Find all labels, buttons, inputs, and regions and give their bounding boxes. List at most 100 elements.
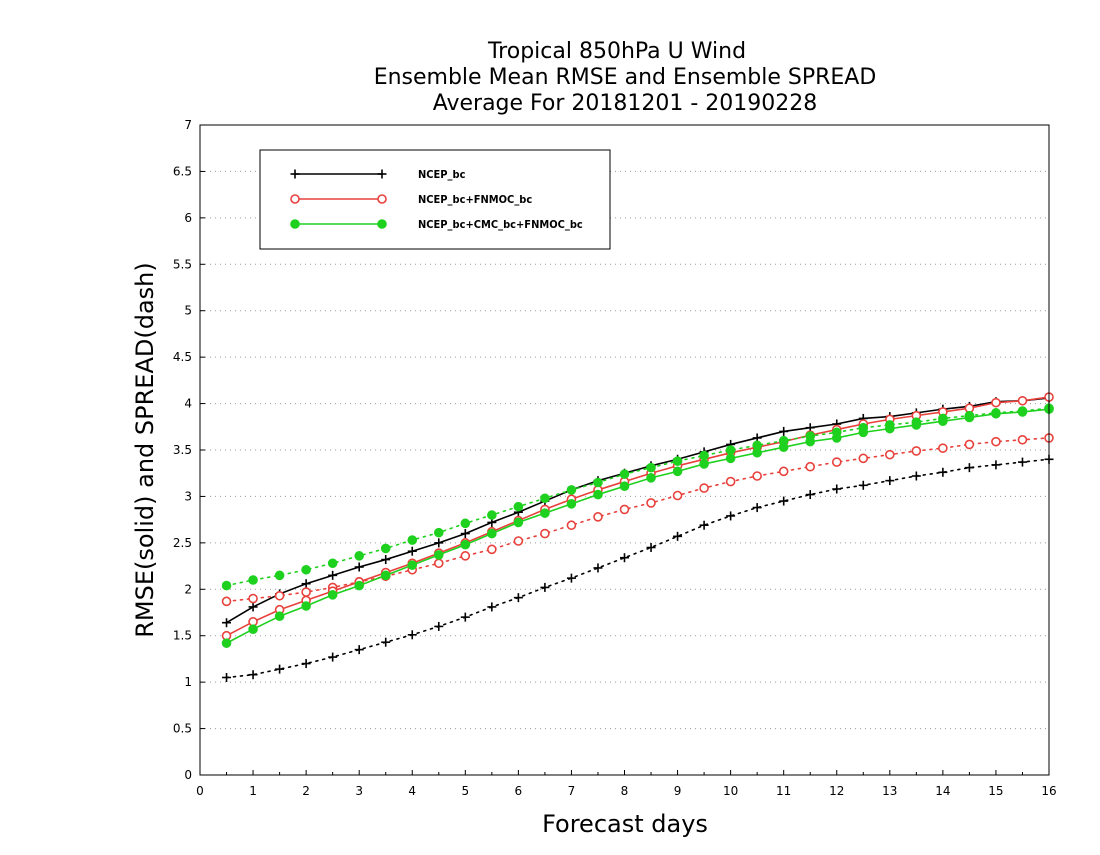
rmse-point-ncep-bc-cmc-bc-fnmoc-bc	[274, 611, 285, 622]
spread-point-ncep-bc-fnmoc-bc	[619, 504, 630, 515]
spread-point-ncep-bc	[593, 563, 603, 573]
spread-point-ncep-bc	[354, 645, 364, 655]
y-tick-label: 0	[184, 768, 192, 782]
spread-point-ncep-bc-fnmoc-bc	[1017, 434, 1028, 445]
spread-point-ncep-bc	[301, 659, 311, 669]
spread-point-ncep-bc-cmc-bc-fnmoc-bc	[380, 543, 391, 554]
spread-point-ncep-bc-cmc-bc-fnmoc-bc	[301, 564, 311, 575]
rmse-point-ncep-bc-fnmoc-bc	[1017, 395, 1028, 406]
spread-point-ncep-bc-fnmoc-bc	[540, 528, 550, 539]
spread-point-ncep-bc-cmc-bc-fnmoc-bc	[593, 477, 603, 488]
y-tick-label: 3	[184, 489, 192, 503]
y-tick-label: 5	[184, 304, 192, 318]
rmse-point-ncep-bc-cmc-bc-fnmoc-bc	[964, 412, 975, 423]
spread-point-ncep-bc-fnmoc-bc	[248, 593, 258, 604]
rmse-point-ncep-bc-cmc-bc-fnmoc-bc	[221, 638, 232, 648]
rmse-point-ncep-bc-cmc-bc-fnmoc-bc	[566, 499, 577, 509]
series-rmse-markers-ncep-bc-cmc-bc-fnmoc-bc	[221, 404, 1054, 648]
rmse-point-ncep-bc	[301, 579, 311, 589]
spread-point-ncep-bc-cmc-bc-fnmoc-bc	[487, 510, 497, 520]
rmse-point-ncep-bc-cmc-bc-fnmoc-bc	[831, 433, 842, 443]
rmse-point-ncep-bc-cmc-bc-fnmoc-bc	[699, 459, 709, 469]
legend-marker-start-ncep-bc-fnmoc-bc	[290, 194, 300, 204]
spread-point-ncep-bc-cmc-bc-fnmoc-bc	[646, 462, 656, 473]
spread-point-ncep-bc	[646, 543, 656, 552]
y-tick-label: 2	[184, 582, 192, 596]
x-tick-label: 1	[249, 784, 257, 798]
series-rmse-line-ncep-bc-cmc-bc-fnmoc-bc	[226, 408, 1050, 644]
rmse-point-ncep-bc-cmc-bc-fnmoc-bc	[407, 560, 418, 570]
spread-point-ncep-bc-cmc-bc-fnmoc-bc	[540, 493, 550, 504]
spread-point-ncep-bc	[620, 553, 629, 563]
y-tick-label: 7	[184, 118, 192, 132]
x-tick-label: 8	[621, 784, 629, 798]
rmse-point-ncep-bc-cmc-bc-fnmoc-bc	[885, 423, 895, 434]
spread-point-ncep-bc	[460, 612, 470, 622]
spread-point-ncep-bc	[911, 471, 921, 481]
legend-marker-end-ncep-bc-fnmoc-bc	[377, 194, 387, 204]
series-spread-line-ncep-bc	[225, 458, 1050, 679]
spread-point-ncep-bc	[513, 593, 523, 603]
rmse-point-ncep-bc-cmc-bc-fnmoc-bc	[938, 416, 948, 427]
rmse-point-ncep-bc-cmc-bc-fnmoc-bc	[646, 473, 656, 483]
spread-point-ncep-bc	[752, 503, 762, 513]
spread-point-ncep-bc	[222, 673, 232, 682]
spread-point-ncep-bc	[487, 602, 497, 612]
spread-point-ncep-bc-fnmoc-bc	[274, 590, 285, 601]
spread-point-ncep-bc-fnmoc-bc	[752, 471, 762, 481]
series-spread-markers-ncep-bc-fnmoc-bc	[221, 433, 1054, 607]
rmse-point-ncep-bc-cmc-bc-fnmoc-bc	[540, 508, 550, 518]
rmse-point-ncep-bc-cmc-bc-fnmoc-bc	[380, 570, 391, 581]
spread-point-ncep-bc-fnmoc-bc	[964, 439, 975, 450]
rmse-point-ncep-bc-cmc-bc-fnmoc-bc	[460, 539, 471, 550]
legend-marker-end-ncep-bc	[377, 169, 387, 179]
spread-point-ncep-bc-cmc-bc-fnmoc-bc	[274, 570, 285, 581]
x-axis-label: Forecast days	[542, 810, 708, 838]
spread-point-ncep-bc-cmc-bc-fnmoc-bc	[221, 580, 232, 591]
spread-point-ncep-bc-cmc-bc-fnmoc-bc	[672, 456, 683, 466]
spread-point-ncep-bc-cmc-bc-fnmoc-bc	[248, 575, 258, 585]
spread-point-ncep-bc-fnmoc-bc	[831, 457, 842, 467]
y-tick-label: 4.5	[173, 350, 192, 364]
spread-point-ncep-bc-fnmoc-bc	[593, 512, 603, 522]
x-tick-label: 4	[408, 784, 416, 798]
spread-point-ncep-bc	[434, 621, 444, 631]
chart-title-line-3: Average For 20181201 - 20190228	[433, 91, 818, 116]
rmse-point-ncep-bc	[407, 546, 417, 556]
rmse-point-ncep-bc-cmc-bc-fnmoc-bc	[327, 590, 338, 600]
y-tick-label: 6	[184, 211, 192, 225]
y-tick-label: 1.5	[173, 629, 192, 643]
spread-point-ncep-bc-fnmoc-bc	[885, 449, 895, 460]
legend-marker-end-ncep-bc-cmc-bc-fnmoc-bc	[377, 219, 387, 229]
y-tick-label: 6.5	[173, 164, 192, 178]
spread-point-ncep-bc	[566, 573, 576, 583]
rmse-point-ncep-bc-cmc-bc-fnmoc-bc	[487, 528, 497, 539]
x-axis-ticks: 0 1 2 3 4 5 6 7 8 9 10 11 12 13 14 15 16	[196, 770, 1057, 798]
spread-point-ncep-bc	[805, 490, 815, 500]
spread-point-ncep-bc-cmc-bc-fnmoc-bc	[354, 551, 364, 561]
spread-point-ncep-bc-fnmoc-bc	[938, 443, 948, 453]
spread-point-ncep-bc-fnmoc-bc	[460, 551, 471, 561]
spread-point-ncep-bc-fnmoc-bc	[805, 461, 816, 472]
rmse-point-ncep-bc-cmc-bc-fnmoc-bc	[593, 489, 603, 500]
x-tick-label: 6	[515, 784, 523, 798]
spread-point-ncep-bc	[275, 664, 285, 674]
spread-point-ncep-bc-fnmoc-bc	[566, 520, 577, 531]
rmse-point-ncep-bc-cmc-bc-fnmoc-bc	[619, 481, 630, 492]
y-tick-label: 4	[184, 397, 192, 411]
y-tick-label: 0.5	[173, 722, 192, 736]
rmse-point-ncep-bc-cmc-bc-fnmoc-bc	[354, 580, 364, 591]
chart-title-line-1: Tropical 850hPa U Wind	[487, 39, 746, 64]
rmse-point-ncep-bc-cmc-bc-fnmoc-bc	[672, 466, 683, 477]
rmse-point-ncep-bc	[434, 538, 444, 548]
y-axis-label: RMSE(solid) and SPREAD(dash)	[131, 262, 159, 638]
rmse-point-ncep-bc-cmc-bc-fnmoc-bc	[991, 408, 1001, 419]
chart-title-line-2: Ensemble Mean RMSE and Ensemble SPREAD	[374, 65, 877, 90]
spread-point-ncep-bc-fnmoc-bc	[221, 596, 232, 607]
legend-label-ncep-bc-fnmoc-bc: NCEP_bc+FNMOC_bc	[418, 193, 532, 206]
spread-point-ncep-bc	[858, 480, 868, 490]
legend-marker-start-ncep-bc-cmc-bc-fnmoc-bc	[290, 219, 300, 229]
rmse-point-ncep-bc-cmc-bc-fnmoc-bc	[911, 420, 922, 430]
spread-point-ncep-bc-cmc-bc-fnmoc-bc	[460, 518, 471, 529]
x-tick-label: 16	[1041, 784, 1056, 798]
